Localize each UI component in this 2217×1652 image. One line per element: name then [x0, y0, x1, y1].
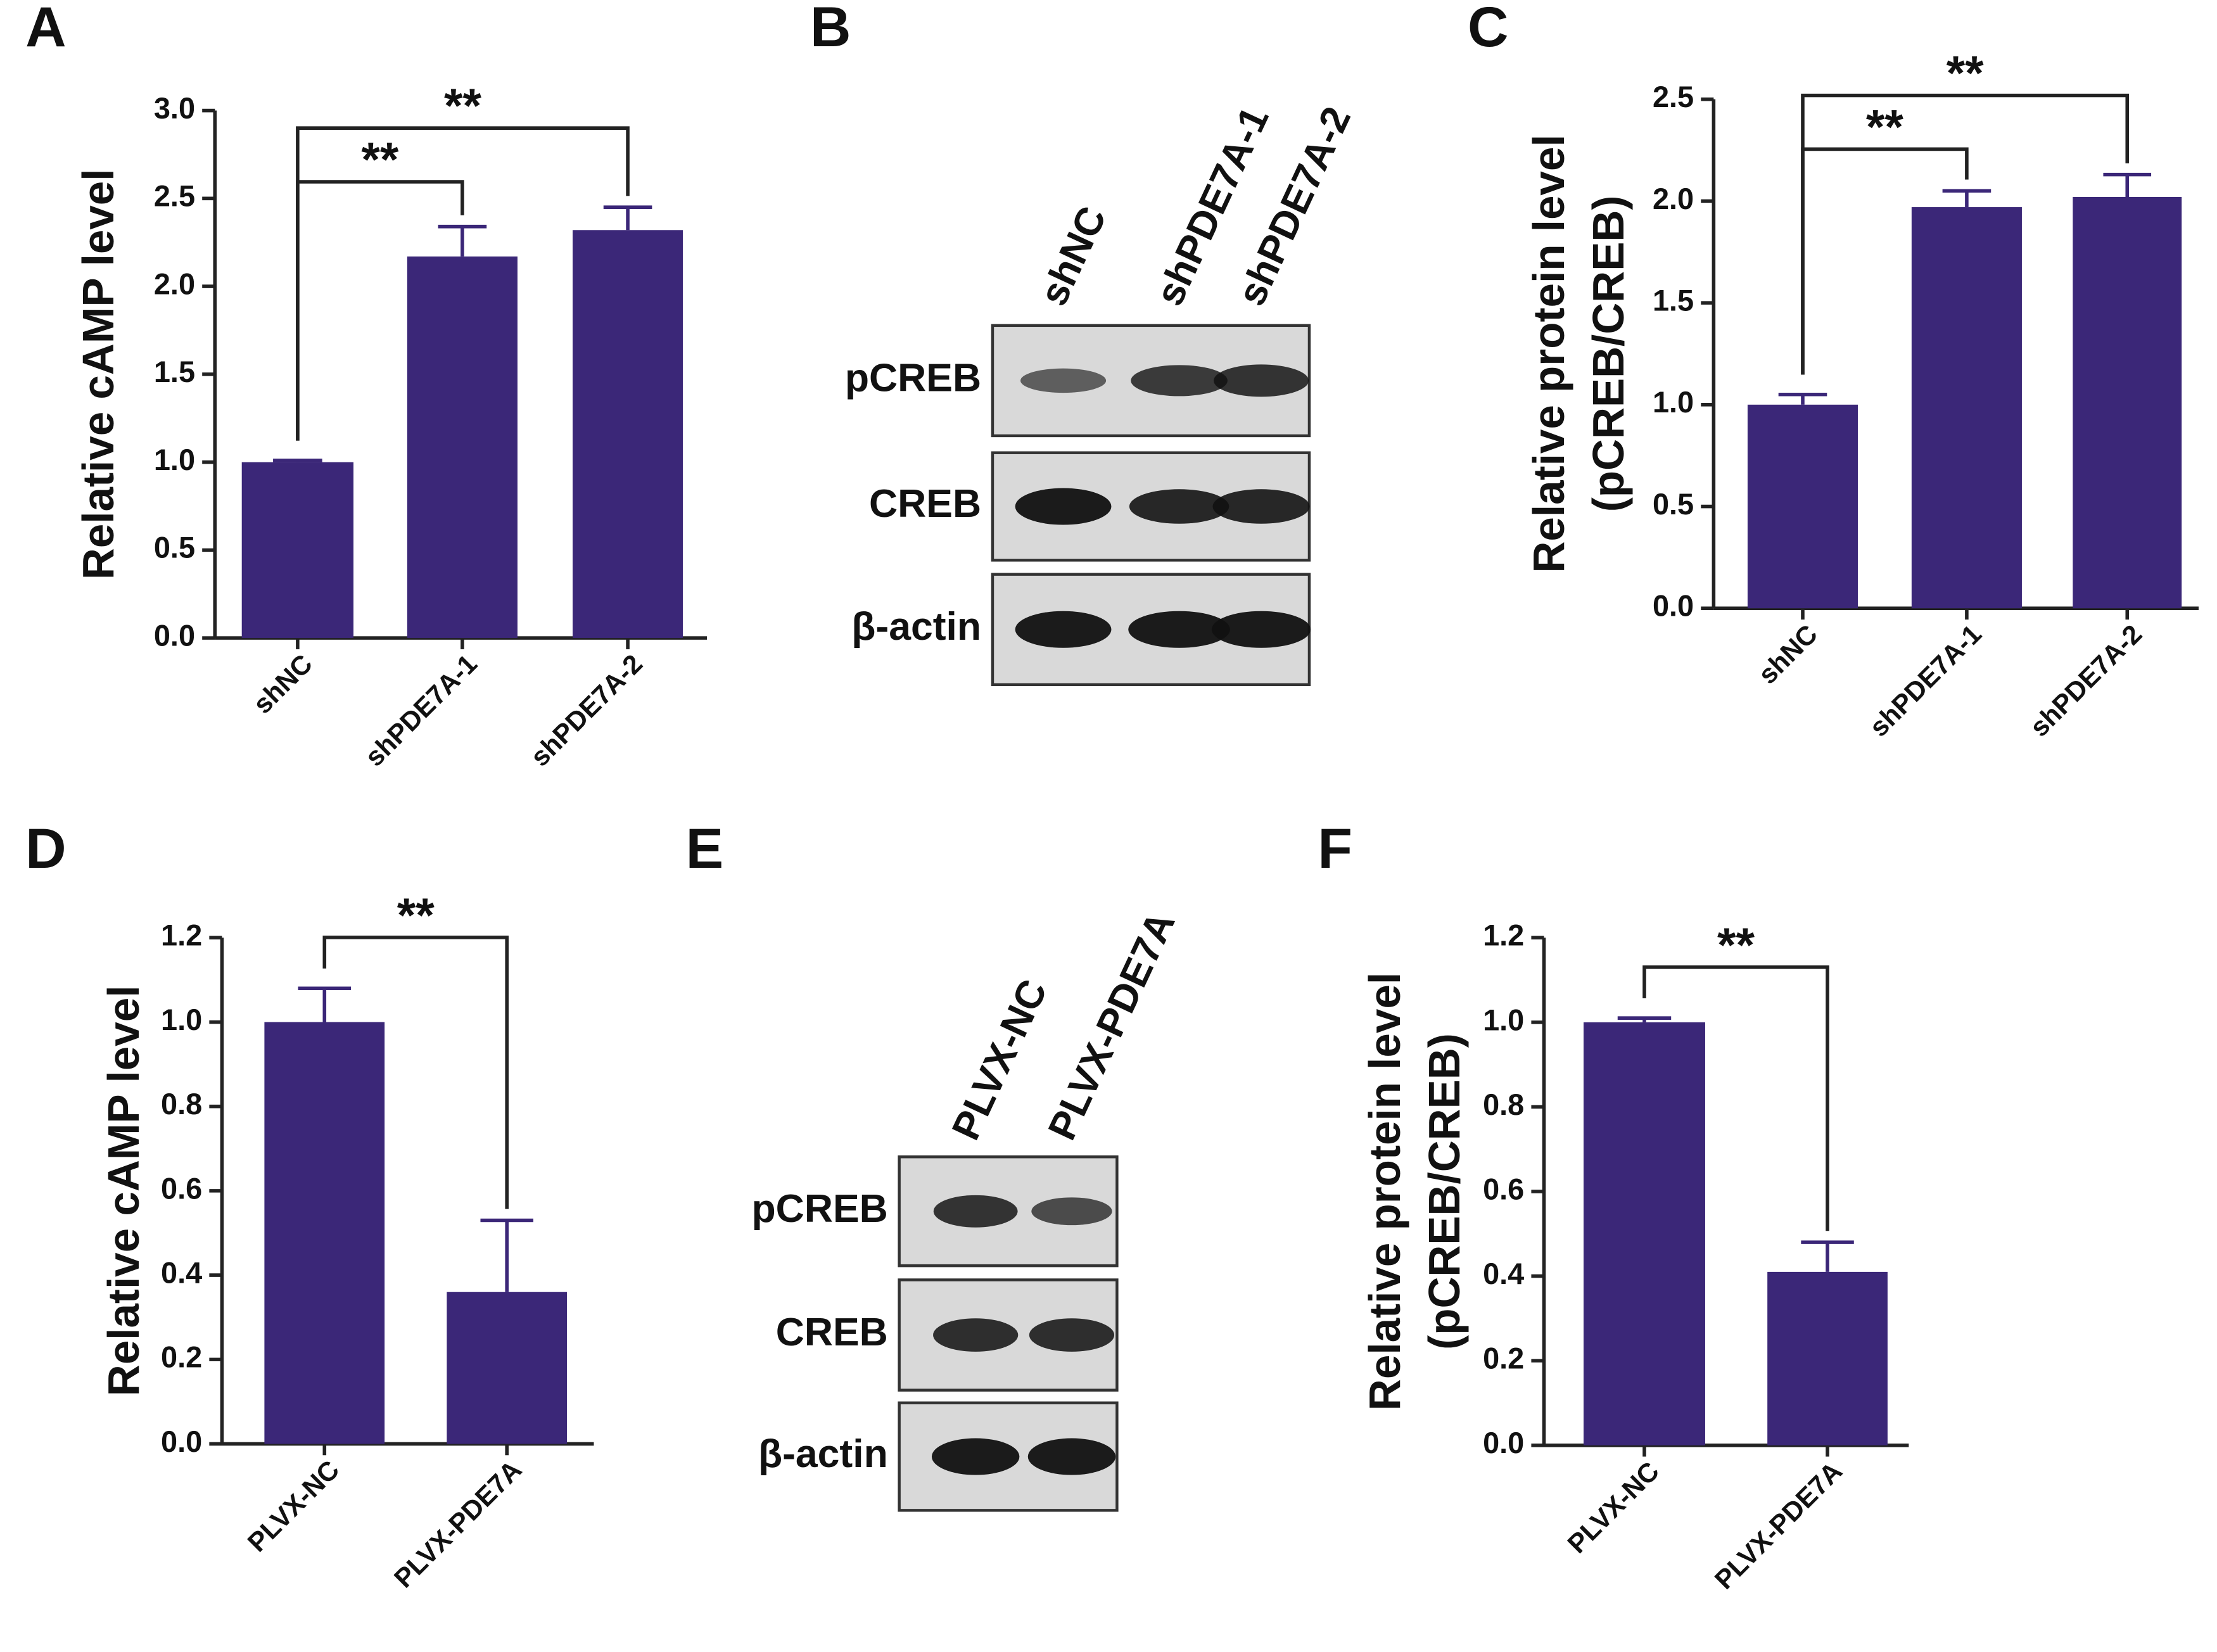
blot-band — [1031, 1197, 1112, 1226]
row-label: pCREB — [752, 1186, 888, 1231]
y-tick-label: 3.0 — [154, 92, 195, 125]
x-tick-label: shPDE7A-2 — [524, 649, 648, 772]
x-tick-label: PLVX-NC — [242, 1454, 345, 1558]
y-tick-label: 2.0 — [154, 267, 195, 300]
significance-bracket — [1642, 965, 1829, 1231]
x-tick-label: shPDE7A-1 — [359, 649, 483, 772]
bar — [2073, 196, 2182, 609]
x-tick-label: shNC — [247, 649, 318, 720]
blot-band — [1128, 611, 1230, 648]
y-tick-label: 1.2 — [161, 919, 202, 952]
y-axis-label: (pCREB/CREB) — [1420, 1033, 1469, 1350]
x-tick-label: PLVX-NC — [1562, 1456, 1665, 1559]
y-tick-label: 1.2 — [1483, 919, 1524, 952]
panel-letter: B — [810, 0, 851, 58]
lane-label: PLVX-NC — [943, 973, 1055, 1147]
y-axis-label: Relative cAMP level — [73, 168, 123, 580]
significance-label: ** — [361, 133, 399, 187]
y-axis-label: Relative protein level — [1360, 972, 1409, 1411]
x-tick-label: PLVX-PDE7A — [1709, 1456, 1848, 1594]
y-tick-label: 0.5 — [154, 531, 195, 564]
blot-band — [1211, 611, 1311, 648]
panel-letter: C — [1468, 0, 1508, 58]
blot-band — [1214, 364, 1309, 397]
significance-label: ** — [1717, 918, 1755, 972]
y-tick-label: 0.2 — [161, 1341, 202, 1374]
y-tick-label: 1.0 — [1653, 386, 1694, 419]
significance-label: ** — [397, 889, 435, 943]
bar — [264, 1022, 385, 1444]
y-tick-label: 0.2 — [1483, 1342, 1524, 1375]
y-tick-label: 0.8 — [161, 1088, 202, 1121]
y-tick-label: 1.0 — [154, 443, 195, 476]
significance-bracket — [296, 126, 630, 441]
lane-label: PLVX-PDE7A — [1039, 905, 1183, 1147]
panel-letter: F — [1318, 816, 1352, 880]
panel-letter: D — [25, 816, 66, 880]
y-tick-label: 0.0 — [154, 620, 195, 652]
significance-label: ** — [444, 79, 482, 133]
row-label: β-actin — [758, 1432, 888, 1476]
row-label: CREB — [869, 481, 981, 526]
y-tick-label: 2.5 — [1653, 80, 1694, 113]
significance-bracket — [1801, 93, 2130, 375]
y-tick-label: 2.0 — [1653, 182, 1694, 215]
y-tick-label: 1.5 — [1653, 284, 1694, 317]
blot-band — [1129, 489, 1229, 524]
y-tick-label: 2.5 — [154, 180, 195, 213]
y-tick-label: 1.5 — [154, 355, 195, 388]
bar — [407, 256, 518, 639]
bar — [1911, 207, 2022, 609]
y-tick-label: 0.0 — [1483, 1426, 1524, 1459]
bar — [1584, 1022, 1705, 1446]
row-label: pCREB — [845, 355, 981, 400]
blot-band — [933, 1318, 1019, 1352]
y-tick-label: 0.8 — [1483, 1088, 1524, 1121]
y-tick-label: 0.5 — [1653, 488, 1694, 521]
y-tick-label: 1.0 — [1483, 1003, 1524, 1036]
x-tick-label: shPDE7A-2 — [2024, 619, 2148, 742]
lane-label: shNC — [1031, 200, 1115, 312]
blot-band — [1131, 365, 1228, 397]
blot-band — [1029, 1318, 1115, 1352]
y-axis-label: Relative cAMP level — [99, 986, 148, 1397]
blot-band — [1020, 368, 1107, 393]
y-tick-label: 0.4 — [161, 1256, 202, 1289]
significance-label: ** — [1947, 47, 1985, 101]
bar — [573, 230, 683, 639]
panel-letter: A — [25, 0, 66, 58]
significance-label: ** — [1866, 100, 1904, 154]
bar — [1747, 404, 1858, 609]
y-tick-label: 0.0 — [1653, 590, 1694, 623]
bar — [1767, 1271, 1888, 1446]
bar — [241, 462, 354, 639]
y-tick-label: 0.0 — [161, 1425, 202, 1458]
x-tick-label: shNC — [1753, 619, 1824, 690]
row-label: CREB — [776, 1310, 888, 1354]
blot-band — [1015, 611, 1112, 648]
blot-band — [1212, 489, 1310, 524]
y-tick-label: 0.4 — [1483, 1257, 1524, 1290]
blot-band — [1027, 1438, 1116, 1475]
bar — [447, 1292, 568, 1444]
blot-band — [1015, 488, 1112, 525]
y-axis-label: (pCREB/CREB) — [1584, 196, 1633, 512]
y-axis-label: Relative protein level — [1524, 134, 1573, 573]
y-tick-label: 0.6 — [1483, 1172, 1524, 1205]
panel-letter: E — [686, 816, 724, 880]
x-tick-label: PLVX-PDE7A — [388, 1454, 527, 1593]
x-tick-label: shPDE7A-1 — [1864, 619, 1987, 742]
y-tick-label: 1.0 — [161, 1003, 202, 1036]
y-tick-label: 0.6 — [161, 1172, 202, 1205]
row-label: β-actin — [851, 604, 981, 649]
blot-band — [933, 1195, 1018, 1228]
significance-bracket — [322, 936, 509, 1209]
blot-band — [931, 1438, 1020, 1475]
